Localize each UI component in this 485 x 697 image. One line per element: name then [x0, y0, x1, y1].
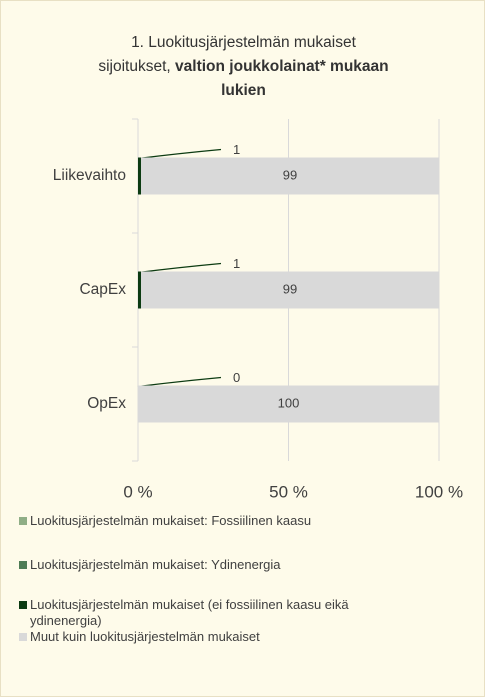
legend-item: Luokitusjärjestelmän mukaiset (ei fossii… [19, 597, 349, 629]
bar-segment [141, 271, 439, 309]
bar-segment [141, 157, 439, 195]
y-tick-label: CapEx [79, 281, 126, 298]
bar-segment [138, 271, 142, 309]
chart-title: 1. Luokitusjärjestelmän mukaiset sijoitu… [96, 31, 391, 103]
y-tick-label: Liikevaihto [53, 167, 126, 184]
leader-line [137, 148, 222, 160]
legend-swatch [19, 601, 27, 609]
legend-swatch [19, 561, 27, 569]
data-label: 0 [233, 370, 240, 385]
legend-label: Luokitusjärjestelmän mukaiset: Ydinenerg… [30, 557, 281, 572]
legend-label: Muut kuin luokitusjärjestelmän mukaiset [30, 629, 260, 644]
bar-segment [138, 385, 439, 423]
title-bold: valtion joukkolainat* mukaan lukien [175, 58, 389, 99]
x-tick-label: 50 % [269, 482, 308, 501]
x-tick-label: 100 % [415, 482, 463, 501]
y-tick-label: OpEx [87, 395, 126, 412]
data-label: 99 [283, 281, 297, 296]
legend-swatch [19, 633, 27, 641]
leader-line [137, 376, 222, 388]
legend-item: Muut kuin luokitusjärjestelmän mukaiset [19, 629, 349, 645]
legend-item: Luokitusjärjestelmän mukaiset: Fossiilin… [19, 513, 349, 529]
title-text: 1. Luokitusjärjestelmän mukaiset sijoitu… [98, 34, 356, 75]
data-label: 99 [283, 167, 297, 182]
legend-item: Luokitusjärjestelmän mukaiset: Ydinenerg… [19, 557, 349, 573]
leader-line [137, 262, 222, 274]
data-label: 1 [233, 256, 240, 271]
bar-segment [138, 157, 142, 195]
data-label: 100 [278, 395, 300, 410]
legend-label: Luokitusjärjestelmän mukaiset (ei fossii… [30, 597, 349, 628]
legend-label: Luokitusjärjestelmän mukaiset: Fossiilin… [30, 513, 312, 528]
data-label: 1 [233, 142, 240, 157]
x-tick-label: 0 % [123, 482, 152, 501]
legend: Luokitusjärjestelmän mukaiset: Fossiilin… [19, 513, 349, 645]
legend-swatch [19, 517, 27, 525]
